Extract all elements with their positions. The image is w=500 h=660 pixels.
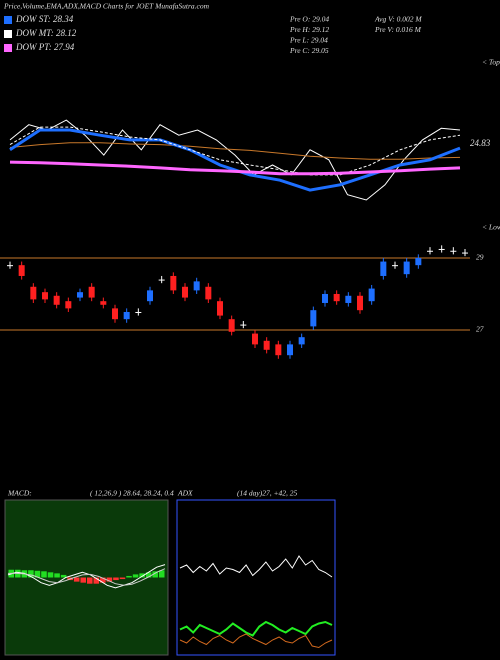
stat-text: Pre H: 29.12 bbox=[289, 25, 329, 34]
legend-swatch bbox=[4, 16, 12, 24]
macd-histogram-bar bbox=[158, 570, 165, 578]
macd-histogram-bar bbox=[139, 573, 145, 578]
candle-body bbox=[123, 311, 130, 320]
macd-histogram-bar bbox=[54, 573, 60, 578]
candle-body bbox=[287, 344, 293, 356]
legend-label: DOW PT: 27.94 bbox=[15, 42, 75, 52]
candle-body bbox=[275, 344, 282, 356]
candle-body bbox=[135, 311, 142, 313]
candle-body bbox=[217, 301, 223, 316]
price-line bbox=[9, 128, 461, 192]
stat-text: Avg V: 0.002 M bbox=[374, 15, 422, 24]
legend-swatch bbox=[4, 30, 12, 38]
macd-histogram-bar bbox=[93, 577, 100, 584]
candle-body bbox=[193, 281, 200, 291]
candle-body bbox=[322, 293, 328, 303]
candle-body bbox=[357, 295, 363, 311]
candle-body bbox=[30, 286, 37, 300]
price-line bbox=[9, 142, 461, 160]
annotation: < Tops bbox=[482, 58, 500, 67]
macd-histogram-bar bbox=[132, 574, 139, 578]
macd-histogram-bar bbox=[113, 577, 119, 581]
legend-label: DOW MT: 28.12 bbox=[15, 28, 77, 38]
candle-body bbox=[462, 252, 468, 254]
macd-histogram-bar bbox=[73, 577, 80, 582]
price-line bbox=[9, 119, 461, 201]
candle-body bbox=[18, 265, 25, 276]
candle-body bbox=[158, 279, 165, 281]
macd-title: MACD: bbox=[7, 489, 32, 498]
macd-histogram-bar bbox=[100, 577, 106, 583]
candle-body bbox=[427, 250, 433, 252]
candle-body bbox=[310, 310, 317, 327]
candle-body bbox=[65, 301, 72, 309]
macd-histogram-bar bbox=[126, 575, 132, 578]
candle-body bbox=[333, 293, 340, 302]
macd-line bbox=[7, 564, 166, 589]
candle-body bbox=[415, 257, 422, 266]
macd-histogram-bar bbox=[34, 570, 41, 578]
macd-histogram-bar bbox=[119, 577, 126, 580]
macd-histogram-bar bbox=[106, 577, 113, 582]
stat-text: Pre C: 29.05 bbox=[289, 46, 329, 55]
macd-histogram-bar bbox=[87, 577, 93, 584]
candle-body bbox=[438, 248, 445, 250]
candle-body bbox=[147, 290, 153, 302]
stat-text: Pre O: 29.04 bbox=[289, 15, 329, 24]
adx-line bbox=[179, 633, 333, 649]
candle-body bbox=[42, 292, 48, 300]
candle-body bbox=[450, 250, 457, 252]
page-title: Price,Volume,EMA,ADX,MACD Charts for JOE… bbox=[3, 2, 210, 11]
candle-body bbox=[112, 308, 118, 320]
annotation: 24.83 bbox=[470, 138, 491, 148]
candle-body bbox=[298, 337, 305, 345]
macd-histogram-bar bbox=[60, 574, 67, 578]
y-tick-label: 27 bbox=[476, 325, 484, 334]
candle-body bbox=[392, 265, 398, 267]
candle-body bbox=[345, 295, 352, 303]
legend-label: DOW ST: 28.34 bbox=[15, 14, 74, 24]
macd-histogram-bar bbox=[80, 577, 86, 583]
stat-text: Pre L: 29.04 bbox=[289, 36, 328, 45]
candle-body bbox=[100, 301, 107, 305]
macd-histogram-bar bbox=[152, 571, 158, 578]
candle-body bbox=[403, 261, 410, 275]
adx-title: ADX bbox=[177, 489, 193, 498]
stat-text: Pre V: 0.016 M bbox=[374, 25, 422, 34]
candle-body bbox=[240, 324, 247, 326]
candle-body bbox=[77, 292, 83, 298]
candle-body bbox=[228, 319, 235, 332]
adx-line bbox=[179, 620, 333, 637]
candle-body bbox=[88, 286, 95, 298]
candle-body bbox=[205, 286, 212, 300]
y-tick-label: 29 bbox=[476, 253, 484, 262]
candle-body bbox=[368, 288, 375, 302]
candle-body bbox=[182, 286, 188, 298]
adx-line bbox=[179, 555, 333, 578]
candle-body bbox=[7, 265, 13, 267]
candle-body bbox=[170, 275, 177, 291]
candle-body bbox=[263, 340, 270, 350]
macd-params: ( 12,26,9 ) 28.64, 28.24, 0.4 bbox=[90, 489, 174, 498]
legend-swatch bbox=[4, 44, 12, 52]
candle-body bbox=[252, 333, 258, 345]
macd-histogram-bar bbox=[28, 570, 34, 578]
macd-histogram-bar bbox=[47, 572, 54, 578]
annotation: < Lows bbox=[482, 223, 500, 232]
macd-line bbox=[8, 568, 166, 586]
candle-body bbox=[380, 261, 387, 276]
macd-histogram-bar bbox=[41, 571, 47, 578]
candle-body bbox=[53, 295, 60, 305]
adx-params: (14 day)27, +42, 25 bbox=[237, 489, 298, 498]
macd-histogram-bar bbox=[145, 572, 152, 578]
price-line bbox=[9, 160, 461, 176]
